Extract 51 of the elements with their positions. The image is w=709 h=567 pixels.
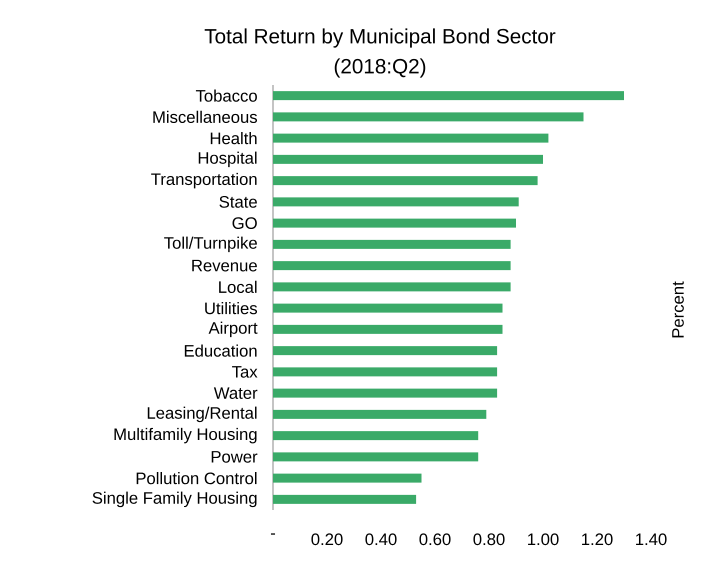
x-tick-label: 0.20 <box>311 533 343 546</box>
bar <box>273 112 584 122</box>
bar <box>273 431 478 440</box>
bar <box>273 261 511 270</box>
chart-subtitle: (2018:Q2) <box>334 58 426 78</box>
x-tick-label: 1.00 <box>528 533 559 546</box>
bar <box>273 452 478 462</box>
chart-title: Total Return by Municipal Bond Sector <box>204 28 556 48</box>
bar <box>273 324 503 334</box>
y-tick-label: Single Family Housing <box>92 492 257 508</box>
y-tick-label: Tobacco <box>196 89 257 102</box>
bar <box>273 410 486 419</box>
bar <box>273 474 422 483</box>
y-tick-label: Leasing/Rental <box>148 406 256 422</box>
y-tick-label: Transportation <box>151 172 257 188</box>
y-tick-label: Local <box>219 280 257 293</box>
y-tick-label: Pollution Control <box>136 472 256 484</box>
x-tick-label: 1.20 <box>582 533 613 546</box>
bar <box>273 388 498 398</box>
bar <box>273 197 519 206</box>
bar <box>273 134 548 143</box>
y-tick-label: Hospital <box>198 152 257 168</box>
x-tick-label: - <box>270 533 276 535</box>
bar <box>273 91 624 100</box>
y-tick-label: Power <box>212 451 258 463</box>
bar <box>273 282 511 292</box>
y-tick-label: Airport <box>208 322 258 338</box>
bar <box>273 494 416 504</box>
y-tick-label: Health <box>210 132 257 144</box>
bar <box>273 346 498 356</box>
bar <box>273 240 511 249</box>
x-tick-label: 1.40 <box>636 533 667 546</box>
x-tick-label: 0.60 <box>419 533 451 546</box>
y-axis-title: Percent <box>672 281 684 338</box>
bar <box>273 176 538 186</box>
y-tick-label: Toll/Turnpike <box>164 236 257 252</box>
bar <box>273 154 544 164</box>
bar <box>273 304 503 313</box>
y-tick-label: Multifamily Housing <box>114 428 257 444</box>
y-tick-label: Revenue <box>192 260 257 272</box>
y-tick-label: Utilities <box>205 302 258 314</box>
y-tick-label: Water <box>214 387 258 399</box>
bar <box>273 367 498 376</box>
y-tick-label: State <box>219 196 257 208</box>
y-tick-label: GO <box>232 217 257 230</box>
x-tick-label: 0.40 <box>365 533 397 546</box>
bar <box>273 218 516 228</box>
y-tick-label: Tax <box>232 366 258 378</box>
x-tick-label: 0.80 <box>473 533 505 546</box>
y-tick-label: Education <box>184 344 257 357</box>
y-tick-label: Miscellaneous <box>153 110 258 123</box>
